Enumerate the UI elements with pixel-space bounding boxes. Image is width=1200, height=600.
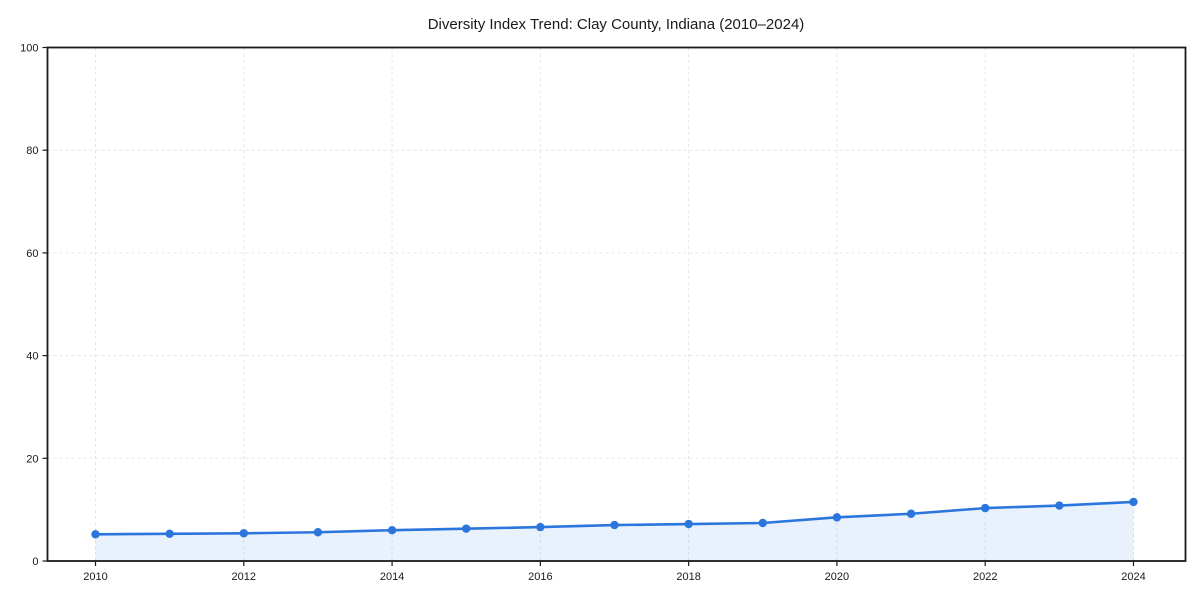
- data-point-marker: [536, 522, 545, 532]
- data-points: [91, 497, 1138, 539]
- area-under-line: [95, 501, 1134, 561]
- x-tick-label: 2016: [528, 571, 552, 583]
- x-tick-label: 2018: [676, 571, 700, 583]
- data-point-marker: [462, 524, 471, 533]
- x-tick-label: 2022: [973, 571, 997, 583]
- data-point-marker: [906, 509, 916, 518]
- grid-lines: [47, 47, 1186, 561]
- chart-title: Diversity Index Trend: Clay County, Indi…: [428, 16, 805, 33]
- y-tick-label: 60: [26, 248, 38, 260]
- data-point-marker: [1129, 497, 1138, 507]
- data-point-marker: [165, 529, 174, 538]
- y-tick-label: 100: [20, 43, 38, 55]
- y-tick-label: 80: [26, 145, 38, 157]
- data-point-marker: [1055, 501, 1064, 510]
- axes-spines: [46, 46, 1187, 562]
- x-tick-label: 2014: [380, 571, 404, 583]
- data-point-marker: [387, 525, 397, 535]
- data-point-marker: [832, 513, 842, 522]
- x-tick-label: 2010: [83, 571, 107, 583]
- x-tick-label: 2020: [825, 571, 849, 583]
- x-tick-label: 2024: [1121, 571, 1145, 583]
- data-point-marker: [239, 529, 248, 538]
- data-point-marker: [610, 520, 619, 530]
- y-tick-label: 0: [32, 556, 38, 568]
- y-tick-label: 20: [26, 453, 38, 465]
- data-point-marker: [91, 530, 100, 539]
- data-point-marker: [684, 519, 693, 529]
- x-tick-label: 2012: [232, 571, 256, 583]
- data-point-marker: [313, 528, 323, 537]
- data-point-marker: [758, 518, 767, 528]
- data-point-marker: [981, 503, 990, 513]
- plot-border: [46, 46, 1187, 562]
- area-fill: [95, 501, 1134, 561]
- axis-ticks-and-labels: 2010 2012 2014 2016 2018 2020 2022 2024 0 20 40 60 8…: [20, 43, 1146, 584]
- y-tick-label: 40: [26, 351, 38, 363]
